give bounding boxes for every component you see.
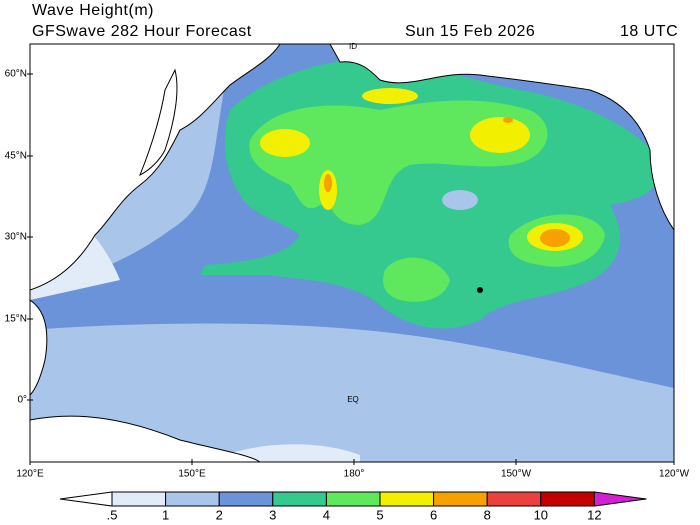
title: Wave Height(m): [32, 2, 154, 19]
colorbar-box: [433, 491, 488, 507]
zone-6-8-c: [503, 117, 513, 123]
colorbar-label: 3: [269, 507, 276, 522]
colorbar-box: [540, 491, 595, 507]
zone-6-8-a: [540, 229, 570, 247]
north-america: [329, 44, 674, 231]
lat-label: 30°N: [5, 232, 27, 243]
axis-labels: 60°N 45°N 30°N 15°N 0° 120°E 150°E 180° 150°W 120…: [5, 69, 690, 480]
zone-6-8-b: [324, 174, 332, 192]
asia: [30, 44, 281, 291]
colorbar-box: [379, 491, 435, 507]
lon-label: 120°W: [659, 469, 690, 480]
japan-kuril: [139, 68, 178, 177]
date-label: Sun 15 Feb 2026: [405, 23, 535, 40]
lat-label: 60°N: [5, 69, 27, 80]
zone-1-2-patch: [442, 190, 478, 210]
philippines: [30, 299, 48, 396]
colorbar-box: [165, 491, 220, 507]
australia-png: [30, 415, 261, 462]
lat-label: 45°N: [5, 151, 27, 162]
colorbar-label: 8: [484, 507, 491, 522]
zone-5-6-b: [470, 117, 530, 153]
lon-label: 120°E: [16, 469, 44, 480]
colorbar-label: 10: [534, 507, 548, 522]
colorbar-label: 1: [162, 507, 169, 522]
lat-label: 0°: [17, 395, 27, 406]
colorbar-box: [111, 491, 167, 507]
colorbar-label: .5: [107, 507, 118, 522]
lon-label: 180°: [344, 469, 365, 480]
colorbar-box: [325, 491, 381, 507]
model-label: GFSwave 282 Hour Forecast: [32, 23, 252, 40]
hawaii: [477, 287, 483, 293]
colorbar-label: 2: [216, 507, 223, 522]
colorbar-label: 12: [587, 507, 601, 522]
time-label: 18 UTC: [620, 23, 678, 40]
zone-1-2-south: [30, 323, 674, 462]
colorbar-label: 5: [376, 507, 383, 522]
colorbar-over: [593, 491, 647, 507]
lat-label: 15°N: [5, 314, 27, 325]
place-label: EQ: [347, 395, 359, 404]
zone-4-5-hawaii: [383, 257, 450, 302]
map-frame: [29, 43, 675, 463]
zone-5-6-a: [260, 129, 310, 157]
colorbar-label: 4: [323, 507, 330, 522]
place-label: ID: [349, 42, 357, 51]
colorbar-box: [272, 491, 327, 507]
lon-label: 150°E: [178, 469, 206, 480]
colorbar-label: 6: [430, 507, 437, 522]
colorbar-box: [486, 491, 542, 507]
lon-label: 150°W: [501, 469, 532, 480]
zone-5-6-c: [362, 88, 418, 104]
map-area: ID EQ: [29, 42, 675, 463]
colorbar-box: [218, 491, 274, 507]
colorbar: .5 1 2 3 4 5 6 8 10 12: [59, 491, 647, 522]
colorbar-under: [59, 491, 113, 507]
